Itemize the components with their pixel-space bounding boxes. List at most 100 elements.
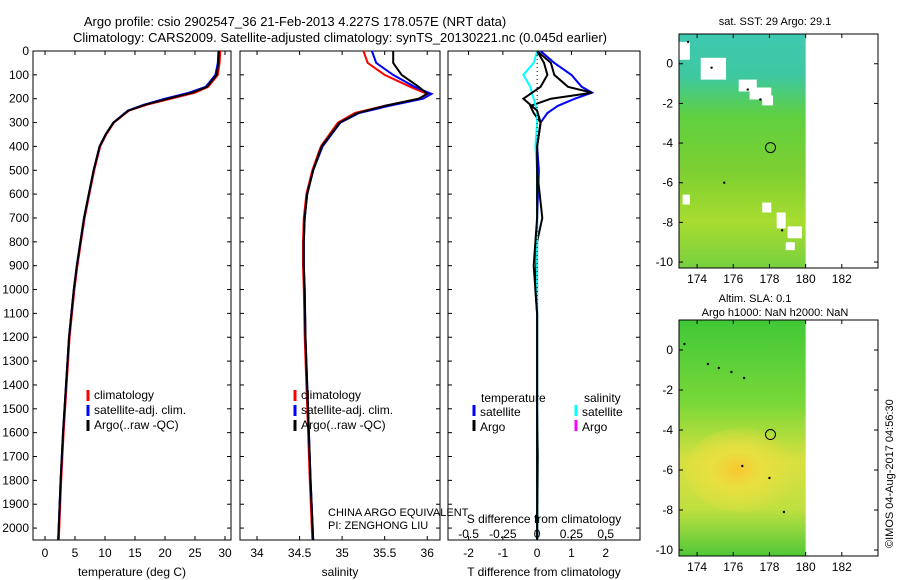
ytick-label: -4 — [662, 423, 673, 437]
ytick-label: -2 — [662, 96, 673, 110]
masked-cell — [776, 212, 786, 229]
sst-map-title: sat. SST: 29 Argo: 29.1 — [719, 16, 832, 28]
xtick-label: 176 — [723, 560, 743, 574]
xtick-label: 180 — [796, 272, 816, 286]
island-dot — [746, 88, 749, 91]
ytick-label: 500 — [9, 163, 29, 177]
series-line-satellite-adj-clim- — [302, 50, 434, 541]
island-dot — [782, 510, 786, 514]
ytick-label: -8 — [662, 503, 673, 517]
masked-cell — [679, 39, 690, 60]
legend-entry: Argo — [480, 420, 506, 434]
island-dot — [730, 370, 733, 374]
legend-title-temperature: temperature — [481, 391, 546, 405]
xtick-label: 180 — [796, 560, 816, 574]
sla-high-anomaly — [685, 427, 800, 513]
temperature-panel: 0100200300400500600700800900100011001200… — [2, 44, 232, 579]
differences-frame — [447, 50, 641, 541]
map-frame — [678, 319, 879, 557]
masked-cell — [762, 95, 774, 106]
top-xtick-label: 0 — [534, 527, 541, 541]
series-line-argo-raw-qc- — [302, 51, 429, 541]
island-dot — [741, 464, 744, 468]
top-xtick-label: -0.5 — [458, 527, 479, 541]
masked-cell — [738, 79, 757, 92]
xtick-label: 174 — [687, 272, 707, 286]
island-dot — [759, 98, 762, 101]
sla-map-title-line1: Altim. SLA: 0.1 — [719, 293, 792, 305]
island-dot — [780, 229, 784, 232]
salinity-panel: 34 34.5 35 35.5 36 salinity climatologysatelli… — [239, 50, 469, 579]
difference-panel: -2 -1 0 1 2 T difference from climatology temp… — [447, 50, 641, 579]
x-axis-label: salinity — [322, 565, 359, 579]
xtick-label: 178 — [759, 560, 779, 574]
temperature-frame — [32, 50, 232, 541]
argo-position-marker — [764, 142, 776, 154]
island-dot — [742, 376, 746, 380]
xtick-label: 10 — [98, 546, 112, 560]
ytick-label: 0 — [666, 343, 673, 357]
series-line-satellite-adj-clim- — [57, 50, 220, 541]
xtick-label: -2 — [463, 546, 474, 560]
ytick-label: 1500 — [2, 402, 29, 416]
sst-top-band — [679, 34, 806, 42]
legend-entry: Argo(..raw -QC) — [301, 418, 386, 432]
ytick-label: 200 — [9, 92, 29, 106]
x-axis-label: T difference from climatology — [467, 565, 621, 579]
ytick-label: -8 — [662, 215, 673, 229]
island-dot — [683, 342, 686, 346]
legend-entry: Argo(..raw -QC) — [94, 418, 179, 432]
legend-entry: Argo — [582, 420, 608, 434]
ytick-label: -10 — [656, 543, 674, 557]
xtick-label: 178 — [759, 272, 779, 286]
ytick-label: 900 — [9, 259, 29, 273]
ytick-label: -4 — [662, 136, 673, 150]
xtick-label: 34.5 — [288, 546, 312, 560]
ytick-label: 400 — [9, 139, 29, 153]
xtick-label: 182 — [832, 560, 852, 574]
ytick-label: 1200 — [2, 330, 29, 344]
legend-entry: climatology — [301, 388, 361, 402]
ytick-label: 1100 — [3, 306, 29, 320]
xtick-label: 1 — [568, 546, 575, 560]
salinity-frame — [239, 50, 441, 541]
legend-entry: satellite — [582, 405, 623, 419]
top-xtick-label: 0.25 — [560, 527, 584, 541]
legend-entry: satellite-adj. clim. — [301, 403, 393, 417]
masked-cell — [762, 202, 772, 213]
xtick-label: -1 — [498, 546, 509, 560]
ytick-label: -6 — [662, 176, 673, 190]
ytick-label: 1700 — [2, 450, 29, 464]
ytick-label: 0 — [22, 44, 29, 58]
ytick-label: 300 — [9, 116, 29, 130]
island-dot — [686, 40, 690, 44]
ytick-label: 1900 — [2, 497, 29, 511]
annotation-line1: CHINA ARGO EQUIVALENT — [328, 507, 469, 519]
ytick-label: 1400 — [2, 378, 29, 392]
xtick-label: 0 — [534, 546, 541, 560]
ytick-label: 1300 — [2, 354, 29, 368]
ytick-label: 0 — [666, 57, 673, 71]
xtick-label: 176 — [723, 272, 743, 286]
series-line-argo-raw-qc- — [57, 50, 220, 541]
xtick-label: 25 — [188, 546, 202, 560]
map-frame — [678, 33, 879, 269]
xtick-label: 20 — [158, 546, 172, 560]
xtick-label: 35.5 — [373, 546, 397, 560]
series-line-climatology — [302, 50, 430, 541]
top-x-axis-label: S difference from climatology — [467, 512, 622, 526]
xtick-label: 5 — [72, 546, 79, 560]
top-xtick-label: -0.25 — [489, 527, 517, 541]
ytick-label: 800 — [9, 235, 29, 249]
island-dot — [710, 66, 713, 69]
ytick-label: 700 — [9, 211, 29, 225]
legend-title-salinity: salinity — [584, 391, 621, 405]
xtick-label: 2 — [602, 546, 609, 560]
legend-entry: satellite — [480, 405, 521, 419]
xtick-label: 34 — [250, 546, 264, 560]
masked-cell — [749, 87, 772, 100]
masked-cell — [682, 194, 690, 205]
series-line-s-argo — [521, 50, 549, 540]
xtick-label: 30 — [218, 546, 232, 560]
